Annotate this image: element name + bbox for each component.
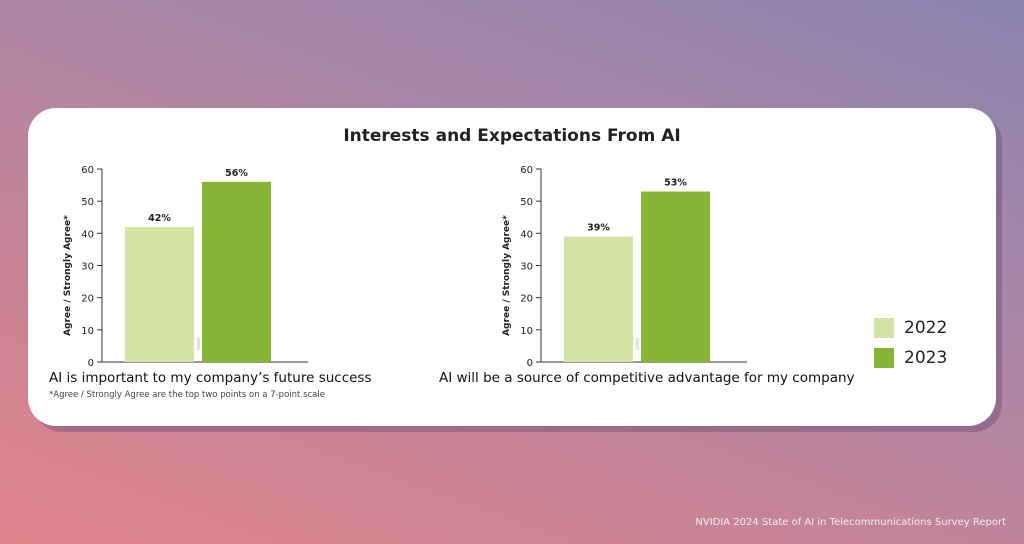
bar-2023 — [202, 181, 271, 362]
legend-item-2022: 2022 — [874, 313, 947, 343]
y-tick-label: 60 — [520, 165, 533, 176]
bar-2022 — [564, 236, 633, 362]
chart-caption-competitive-advantage: AI will be a source of competitive advan… — [439, 370, 855, 386]
y-tick-label: 40 — [520, 229, 533, 240]
footnote: *Agree / Strongly Agree are the top two … — [49, 390, 325, 400]
bar-value-label-2022: 42% — [148, 213, 171, 224]
source-credit: NVIDIA 2024 State of AI in Telecommunica… — [695, 517, 1006, 528]
bar-value-label-2023: 56% — [225, 168, 248, 179]
y-tick-label: 50 — [520, 197, 533, 208]
legend: 2022 2023 — [874, 313, 947, 373]
y-tick-label: 20 — [520, 294, 533, 305]
legend-item-2023: 2023 — [874, 343, 947, 373]
y-tick-label: 30 — [81, 262, 94, 273]
y-tick-label: 60 — [81, 165, 94, 176]
y-tick-label: 10 — [81, 326, 94, 337]
y-axis-label: Agree / Strongly Agree* — [63, 215, 73, 336]
bar-2023 — [641, 191, 710, 362]
legend-swatch-2022 — [874, 318, 894, 338]
legend-label-2022: 2022 — [904, 318, 948, 338]
y-tick-label: 30 — [520, 262, 533, 273]
y-tick-label: 0 — [527, 358, 533, 369]
y-tick-label: 40 — [81, 229, 94, 240]
page-title: Interests and Expectations From AI — [343, 126, 681, 146]
y-tick-label: 0 — [88, 358, 94, 369]
y-tick-label: 10 — [520, 326, 533, 337]
y-tick-label: 50 — [81, 197, 94, 208]
bar-value-label-2022: 39% — [587, 223, 610, 234]
chart-caption-future-success: AI is important to my company’s future s… — [49, 370, 372, 386]
y-axis-label: Agree / Strongly Agree* — [502, 215, 512, 336]
bar-value-label-2023: 53% — [664, 178, 687, 189]
y-tick-label: 20 — [81, 294, 94, 305]
legend-swatch-2023 — [874, 348, 894, 368]
bar-2022 — [125, 226, 194, 362]
legend-label-2023: 2023 — [904, 348, 948, 368]
chart-card: Interests and Expectations From AI NVIDI… — [28, 108, 996, 426]
